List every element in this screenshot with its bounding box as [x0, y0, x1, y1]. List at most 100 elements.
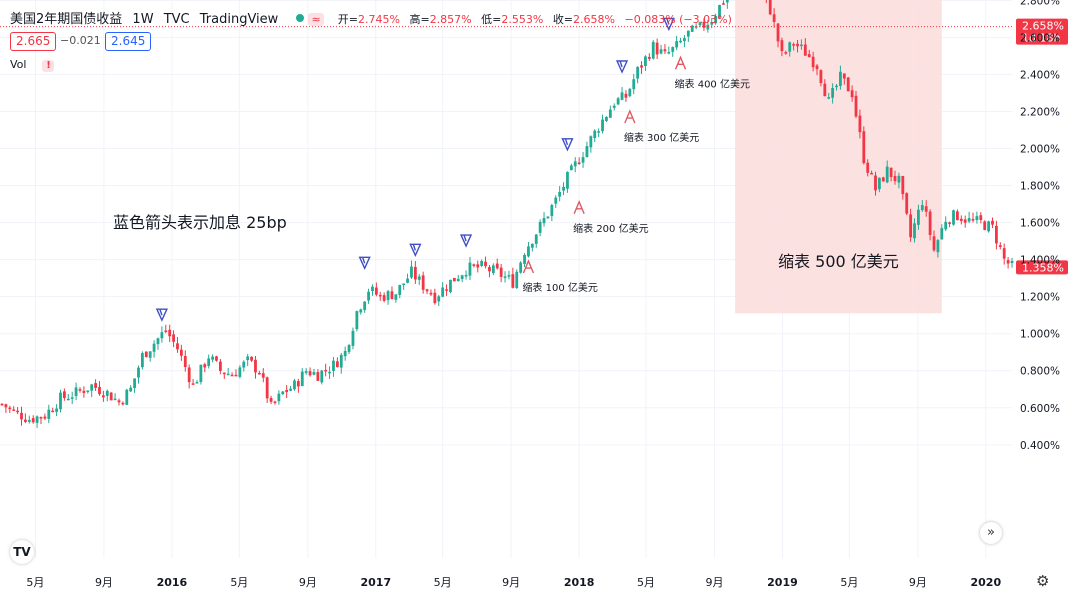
y-axis[interactable]: 2.658%1d 18h1.358%3.200%3.000%2.800%2.60…	[1016, 0, 1068, 452]
candle	[289, 385, 292, 392]
candle	[480, 259, 484, 268]
current-price-tag	[1016, 260, 1068, 275]
candle	[464, 270, 468, 280]
candle	[105, 389, 109, 402]
candle	[550, 203, 554, 222]
candle	[835, 84, 838, 91]
candle	[663, 44, 667, 54]
candle-body	[218, 361, 222, 371]
market-status-dot	[296, 14, 305, 22]
candle-body	[1010, 260, 1014, 264]
candle-body	[671, 47, 675, 52]
candle	[858, 109, 862, 139]
wave-icon[interactable]: ≈	[308, 13, 324, 26]
candle	[285, 385, 289, 399]
candle-body	[86, 390, 90, 392]
candle-body	[402, 283, 406, 286]
candle-body	[963, 219, 967, 223]
hike-annotation: 蓝色箭头表示加息 25bp	[113, 213, 287, 232]
high-value: 2.857%	[429, 13, 472, 26]
current-price-label: 1.358%	[1022, 261, 1064, 274]
candle-body	[881, 177, 885, 182]
candle	[394, 294, 398, 303]
candle	[398, 284, 402, 299]
candle	[8, 405, 12, 413]
candle	[651, 40, 655, 60]
candle-body	[20, 412, 23, 420]
candle	[195, 379, 199, 384]
candle-body	[394, 294, 398, 300]
candle	[484, 256, 487, 269]
last-price-label: 2.658%	[1022, 20, 1064, 33]
x-tick-label: 2017	[360, 576, 391, 589]
candle	[846, 76, 850, 92]
candle-body	[320, 370, 324, 383]
candle	[901, 175, 905, 200]
candle	[296, 378, 300, 393]
candle-body	[183, 356, 187, 368]
candle-body	[632, 79, 636, 90]
candle	[702, 18, 706, 31]
candle-body	[784, 52, 788, 54]
candle-body	[519, 262, 523, 273]
candle-body	[176, 343, 179, 350]
candle-body	[800, 44, 803, 47]
open-label: 开=	[337, 13, 359, 26]
candle-body	[246, 356, 250, 361]
candle	[897, 172, 901, 189]
open-value: 2.745%	[358, 13, 400, 26]
interval-label[interactable]: 1W	[132, 12, 154, 27]
qt-arrow-label: 缩表 300 亿美元	[624, 131, 699, 144]
symbol-title[interactable]: 美国2年期国债收益	[10, 12, 123, 27]
x-tick-label: 2018	[564, 576, 595, 589]
y-tick-label: 0.400%	[1020, 440, 1060, 452]
scroll-to-latest-icon[interactable]: »	[980, 522, 1002, 544]
candle	[776, 22, 780, 48]
candle-body	[293, 380, 296, 390]
sell-price-box[interactable]: 2.665	[10, 32, 57, 51]
candle-body	[211, 356, 214, 360]
candle-body	[308, 371, 312, 376]
candle-body	[425, 289, 429, 292]
candle-body	[4, 404, 8, 408]
candle-body	[612, 105, 616, 108]
candle-body	[542, 218, 546, 224]
candle	[944, 216, 948, 232]
x-tick-label: 9月	[95, 576, 113, 589]
candle-body	[343, 350, 347, 357]
candle-body	[332, 360, 335, 371]
candle-body	[655, 42, 659, 55]
candle-body	[316, 372, 320, 381]
candle-body	[558, 191, 562, 197]
candle	[367, 288, 370, 304]
candle	[347, 344, 351, 355]
candle-body	[710, 22, 714, 25]
candle	[300, 368, 304, 387]
candle	[585, 141, 589, 158]
buy-price-box[interactable]: 2.645	[105, 32, 152, 51]
candle	[82, 386, 86, 398]
tradingview-logo-icon[interactable]: TV	[10, 540, 34, 564]
candle-body	[234, 374, 238, 377]
vol-indicator[interactable]: Vol!	[10, 58, 55, 72]
candle-body	[238, 367, 242, 377]
candle	[421, 271, 425, 294]
candle-body	[254, 359, 257, 373]
candle	[725, 0, 729, 9]
candle-body	[222, 372, 226, 375]
candle-body	[702, 21, 706, 28]
candle	[265, 376, 269, 403]
candle	[27, 415, 31, 424]
candle	[495, 258, 499, 270]
candle-body	[55, 408, 58, 412]
candle	[125, 388, 129, 405]
candle-body	[491, 265, 495, 274]
candle-body	[601, 119, 604, 132]
candle-body	[140, 353, 144, 368]
warning-icon[interactable]: !	[42, 60, 55, 72]
gear-icon[interactable]: ⚙	[1036, 572, 1050, 590]
candle-body	[355, 311, 359, 330]
x-axis[interactable]: 5月 9月 2016 5月 9月 2017 5月 9月 2018 5月 9月 2019 5月 9月 2020	[26, 576, 1001, 589]
candle	[1010, 257, 1014, 268]
